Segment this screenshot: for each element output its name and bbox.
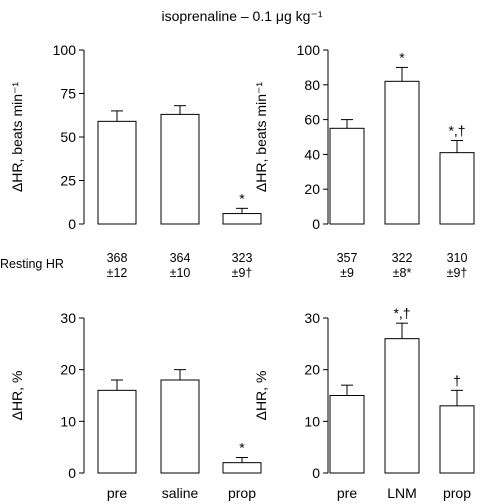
panel-2-resting-hr-sd: ±9† bbox=[447, 266, 468, 280]
panel-2-y-tick-label: 100 bbox=[297, 42, 321, 58]
panel-4-bar-prop bbox=[439, 405, 475, 474]
panel-3-y-tick-label: 30 bbox=[60, 310, 76, 326]
panel-1-y-tick-label: 25 bbox=[60, 173, 76, 189]
panel-2-bar-prop bbox=[439, 152, 475, 225]
panel-3-category-label: saline bbox=[162, 485, 199, 501]
panel-4-category-label: LNM bbox=[387, 485, 417, 501]
panel-4-bar-pre bbox=[329, 395, 365, 474]
figure-title: isoprenaline – 0.1 μg kg⁻¹ bbox=[162, 8, 323, 24]
panel-1-y-tick-label: 0 bbox=[68, 216, 76, 232]
panel-4-category-label: pre bbox=[337, 485, 357, 501]
panel-2-y-tick-label: 0 bbox=[312, 216, 320, 232]
panel-4-y-tick-label: 20 bbox=[304, 362, 320, 378]
panel-2-resting-hr-mean: 322 bbox=[392, 251, 413, 265]
panel-1-resting-hr-mean: 364 bbox=[170, 251, 191, 265]
panel-4-y-tick-label: 30 bbox=[304, 310, 320, 326]
panel-2-resting-hr-sd: ±8* bbox=[393, 266, 412, 280]
panel-1-significance-mark: * bbox=[239, 190, 245, 206]
panel-1-y-tick-label: 50 bbox=[60, 129, 76, 145]
panel-3-y-tick-label: 10 bbox=[60, 413, 76, 429]
panel-3-significance-mark: * bbox=[239, 440, 245, 456]
panel-1-bar-prop bbox=[222, 213, 262, 225]
panel-3-category-label: pre bbox=[107, 485, 127, 501]
panel-2-significance-mark: *,† bbox=[448, 122, 465, 138]
panel-1-y-tick-label: 75 bbox=[60, 86, 76, 102]
panel-4-y-axis-label: ΔHR, % bbox=[253, 371, 269, 421]
panel-4-bar-LNM bbox=[384, 338, 420, 474]
panel-1-resting-hr-mean: 323 bbox=[232, 251, 253, 265]
panel-2-significance-mark: * bbox=[399, 49, 405, 65]
panel-2-bar-pre bbox=[329, 127, 365, 225]
panel-3-y-tick-label: 20 bbox=[60, 362, 76, 378]
panel-1-resting-hr-sd: ±10 bbox=[170, 266, 191, 280]
panel-4-significance-mark: *,† bbox=[393, 305, 410, 321]
panel-4-significance-mark: † bbox=[453, 372, 461, 388]
panel-2-bar-LNM bbox=[384, 80, 420, 225]
panel-1-y-tick-label: 100 bbox=[53, 42, 77, 58]
panel-2-y-axis-label: ΔHR, beats min⁻¹ bbox=[253, 82, 269, 192]
panel-2-resting-hr-mean: 357 bbox=[337, 251, 358, 265]
panel-2-y-tick-label: 60 bbox=[304, 112, 320, 128]
panel-4-y-tick-label: 0 bbox=[312, 465, 320, 481]
panel-3-y-axis-label: ΔHR, % bbox=[9, 371, 25, 421]
panel-2-resting-hr-mean: 310 bbox=[447, 251, 468, 265]
panel-2-y-tick-label: 20 bbox=[304, 181, 320, 197]
panel-1-bar-saline bbox=[160, 113, 200, 225]
panel-4-y-tick-label: 10 bbox=[304, 413, 320, 429]
panel-3-y-tick-label: 0 bbox=[68, 465, 76, 481]
panel-2-resting-hr-sd: ±9 bbox=[340, 266, 354, 280]
panel-3-bar-prop bbox=[222, 462, 262, 474]
panel-1-y-axis-label: ΔHR, beats min⁻¹ bbox=[9, 82, 25, 192]
panel-1-resting-hr-sd: ±12 bbox=[107, 266, 128, 280]
panel-1-bar-pre bbox=[97, 120, 137, 225]
panel-1-resting-hr-sd: ±9† bbox=[232, 266, 253, 280]
panel-1-resting-hr-mean: 368 bbox=[107, 251, 128, 265]
panel-2-y-tick-label: 80 bbox=[304, 77, 320, 93]
panel-3-bar-saline bbox=[160, 379, 200, 474]
panel-4-category-label: prop bbox=[443, 485, 471, 501]
panel-3-bar-pre bbox=[97, 389, 137, 474]
panel-3-category-label: prop bbox=[228, 485, 256, 501]
resting-hr-label: Resting HR bbox=[0, 257, 64, 271]
panel-2-y-tick-label: 40 bbox=[304, 146, 320, 162]
